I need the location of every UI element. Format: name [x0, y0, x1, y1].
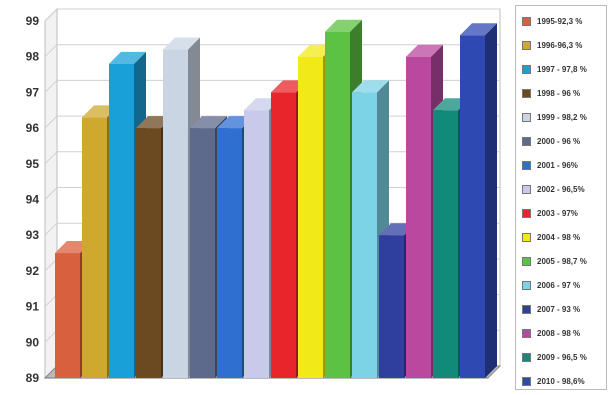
bar-top	[190, 116, 227, 129]
legend-swatch	[522, 328, 531, 338]
legend-item: 2007 - 93 %	[522, 303, 580, 315]
gridline-side	[44, 187, 58, 200]
legend-label: 2004 - 98 %	[537, 232, 581, 242]
y-tick-label: 89	[26, 371, 40, 385]
legend-item: 2006 - 97 %	[522, 279, 580, 291]
legend-swatch	[522, 232, 531, 242]
chart-legend: 1995-92,3 % 1996-96,3 % 1997 - 97,8 % 1998 …	[515, 5, 607, 390]
bar-top	[406, 44, 443, 57]
bar-front	[217, 128, 242, 378]
legend-swatch	[522, 88, 531, 98]
legend-swatch	[522, 40, 531, 50]
legend-swatch	[522, 64, 531, 74]
bar-top	[163, 37, 200, 50]
gridline-side	[44, 222, 58, 236]
bar-top	[109, 51, 146, 64]
legend-label: 2001 - 96%	[537, 160, 578, 170]
y-tick-label: 99	[26, 14, 40, 28]
legend-swatch	[522, 160, 531, 170]
legend-label: 2006 - 97 %	[537, 280, 581, 290]
bar-front	[325, 31, 350, 379]
legend-label: 2007 - 93 %	[537, 304, 581, 314]
bar-front	[109, 63, 134, 379]
legend-item: 2005 - 98,7 %	[522, 255, 587, 267]
y-tick-label: 96	[26, 121, 40, 135]
legend-label: 2000 - 96 %	[537, 136, 581, 146]
legend-swatch	[522, 112, 531, 122]
y-tick-label: 91	[26, 300, 40, 314]
bar-front	[271, 92, 296, 379]
legend-swatch	[522, 352, 531, 362]
gridline-side	[44, 80, 58, 93]
legend-label: 2005 - 98,7 %	[537, 256, 587, 266]
y-tick-label: 92	[26, 264, 40, 278]
gridline-side	[44, 151, 58, 165]
bar-front	[244, 110, 269, 378]
gridline-side	[44, 44, 58, 58]
legend-item: 2004 - 98 %	[522, 231, 580, 243]
bar-top	[352, 80, 389, 93]
bar-front	[406, 56, 431, 378]
bar-front	[298, 56, 323, 378]
legend-label: 1995-92,3 %	[537, 16, 583, 26]
bar-side	[485, 23, 497, 379]
legend-swatch	[522, 184, 531, 194]
y-tick-label: 98	[26, 50, 40, 64]
y-tick-label: 93	[26, 228, 40, 242]
legend-item: 1997 - 97,8 %	[522, 63, 587, 75]
y-tick-label: 97	[26, 85, 40, 99]
legend-label: 1997 - 97,8 %	[537, 64, 587, 74]
bar-front	[460, 35, 485, 378]
bar-top	[460, 23, 497, 36]
legend-item: 1998 - 96 %	[522, 87, 580, 99]
y-tick-label: 90	[26, 335, 40, 349]
gridline-side	[44, 8, 58, 22]
bar-front	[379, 235, 404, 378]
legend-item: 2008 - 98 %	[522, 327, 580, 339]
bar-2010	[460, 23, 497, 379]
legend-item: 2010 - 98,6%	[522, 375, 585, 387]
y-tick-label: 94	[26, 193, 40, 207]
legend-label: 2009 - 96,5 %	[537, 352, 587, 362]
legend-swatch	[522, 280, 531, 290]
legend-label: 2008 - 98 %	[537, 328, 581, 338]
legend-item: 2003 - 97%	[522, 207, 578, 219]
legend-swatch	[522, 304, 531, 314]
legend-swatch	[522, 376, 531, 386]
legend-swatch	[522, 208, 531, 218]
bar-front	[433, 110, 458, 378]
bar-front	[82, 117, 107, 378]
legend-item: 2009 - 96,5 %	[522, 351, 587, 363]
legend-item: 2001 - 96%	[522, 159, 578, 171]
bar-top	[325, 19, 362, 32]
legend-item: 1996-96,3 %	[522, 39, 582, 51]
bar-front	[55, 253, 80, 378]
legend-item: 1995-92,3 %	[522, 15, 582, 27]
bar-front	[190, 128, 215, 378]
legend-label: 1996-96,3 %	[537, 40, 583, 50]
legend-swatch	[522, 136, 531, 146]
bar-front	[136, 128, 161, 378]
legend-label: 2003 - 97%	[537, 208, 578, 218]
legend-item: 2000 - 96 %	[522, 135, 580, 147]
legend-label: 1998 - 96 %	[537, 88, 581, 98]
legend-label: 1999 - 98,2 %	[537, 112, 587, 122]
gridline-side	[44, 115, 58, 129]
legend-item: 2002 - 96,5%	[522, 183, 585, 195]
y-tick-label: 95	[26, 157, 40, 171]
bar-2006	[352, 80, 389, 379]
legend-label: 2002 - 96,5%	[537, 184, 585, 194]
legend-item: 1999 - 98,2 %	[522, 111, 587, 123]
legend-swatch	[522, 256, 531, 266]
bar-front	[352, 92, 377, 379]
bar-front	[163, 49, 188, 379]
legend-swatch	[522, 16, 531, 26]
legend-label: 2010 - 98,6%	[537, 376, 585, 386]
